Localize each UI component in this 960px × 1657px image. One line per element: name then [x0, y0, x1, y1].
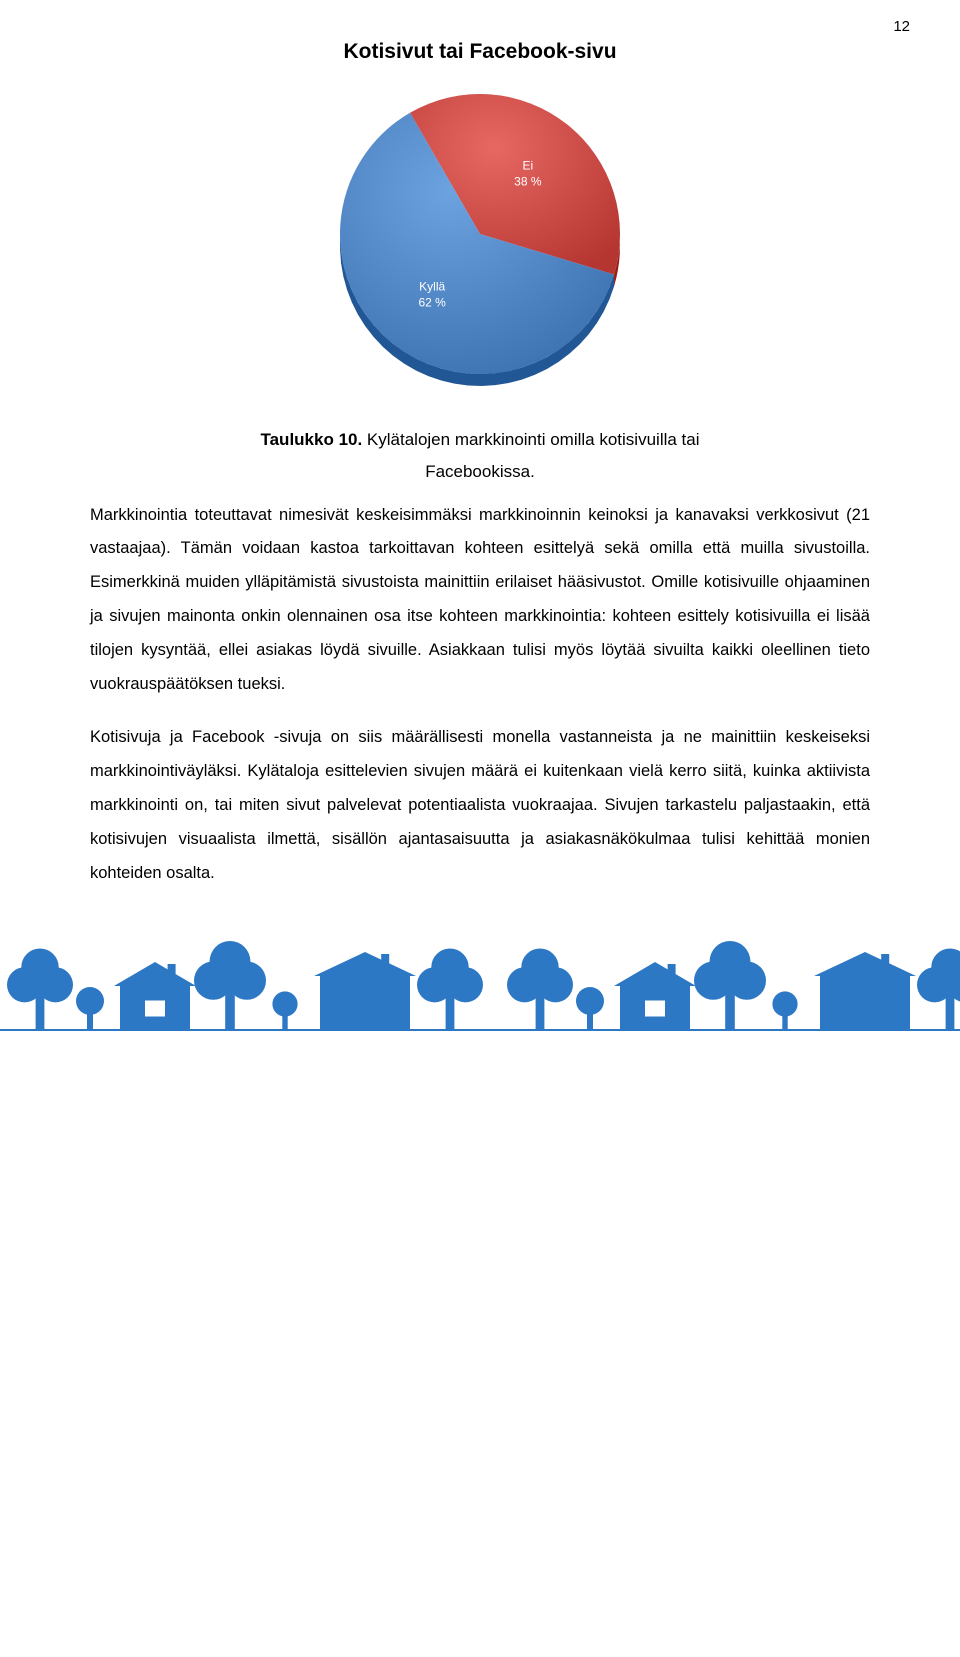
paragraph-2: Kotisivuja ja Facebook -sivuja on siis m… — [90, 721, 870, 890]
pie-chart: Ei 38 % Kyllä 62 % — [90, 84, 870, 394]
pie-slice-value: 38 % — [514, 175, 542, 189]
page-content: 12 Kotisivut tai Facebook-sivu Ei 38 % Kyl… — [0, 0, 960, 891]
caption-text-2: Facebookissa. — [425, 462, 535, 481]
pie-slice-label: Kyllä — [419, 279, 445, 293]
pie-slice-label: Ei — [522, 159, 533, 173]
caption-text-1: Kylätalojen markkinointi omilla kotisivu… — [362, 430, 699, 449]
chart-title: Kotisivut tai Facebook-sivu — [90, 40, 870, 64]
pie-slice-value: 62 % — [418, 295, 446, 309]
caption-bold: Taulukko 10. — [260, 430, 362, 449]
chart-caption: Taulukko 10. Kylätalojen markkinointi om… — [90, 424, 870, 489]
footer-illustration — [0, 911, 960, 1031]
page-number: 12 — [893, 18, 910, 35]
paragraph-1: Markkinointia toteuttavat nimesivät kesk… — [90, 499, 870, 702]
